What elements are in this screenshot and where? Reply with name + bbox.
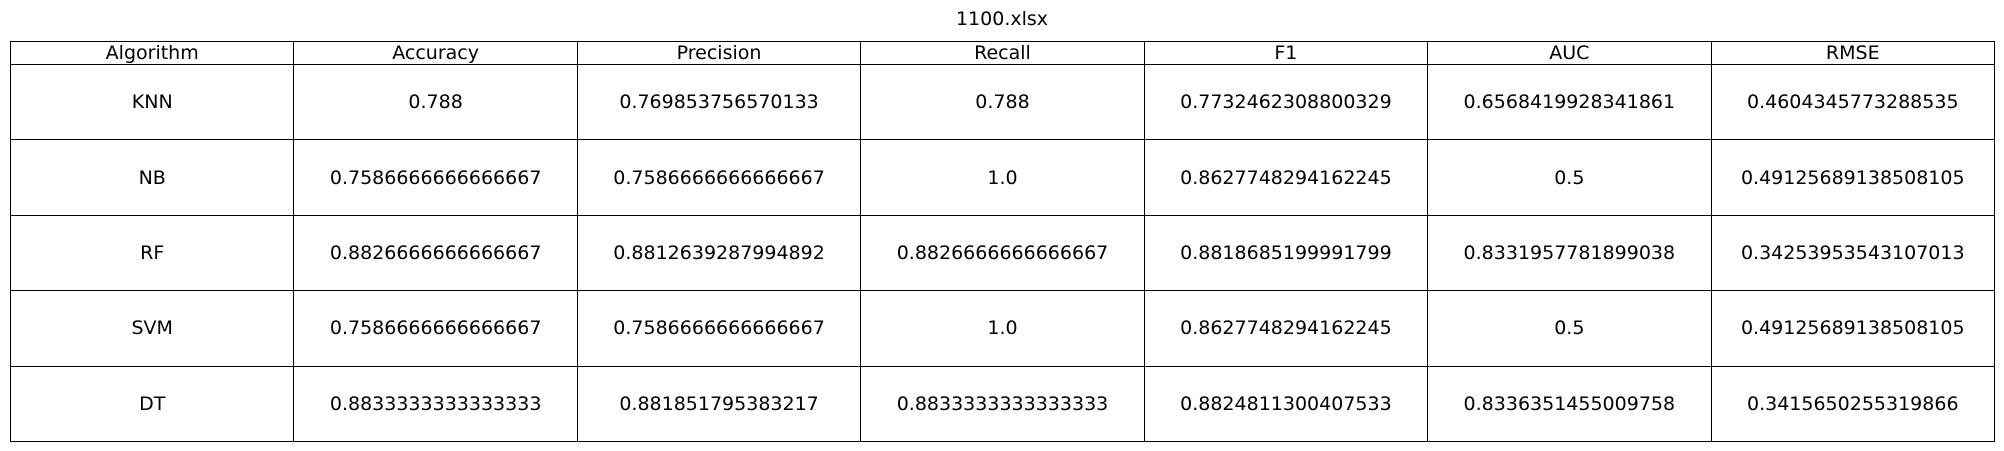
metric-cell-f1: 0.8818685199991799: [1143, 214, 1429, 292]
metric-cell-auc: 0.8331957781899038: [1427, 214, 1712, 292]
metric-cell-auc: 0.8336351455009758: [1427, 365, 1712, 443]
column-header-precision: Precision: [576, 41, 862, 65]
metric-cell-accuracy: 0.7586666666666667: [293, 139, 578, 216]
column-header-accuracy: Accuracy: [293, 41, 578, 65]
algorithm-cell: NB: [9, 139, 295, 216]
algorithm-cell: DT: [9, 365, 295, 443]
metric-cell-accuracy: 0.7586666666666667: [293, 290, 578, 367]
metric-cell-rmse: 0.49125689138508105: [1710, 139, 1996, 216]
metric-cell-rmse: 0.34253953543107013: [1710, 214, 1996, 292]
metric-cell-rmse: 0.49125689138508105: [1710, 290, 1996, 367]
results-table: Algorithm Accuracy Precision Recall F1 AUC RMS…: [9, 41, 1996, 443]
column-header-auc: AUC: [1427, 41, 1712, 65]
metric-cell-precision: 0.7586666666666667: [576, 139, 862, 216]
table-row: SVM 0.7586666666666667 0.7586666666666667 1…: [9, 290, 1996, 367]
metric-cell-auc: 0.5: [1427, 139, 1712, 216]
metric-cell-f1: 0.8627748294162245: [1143, 290, 1429, 367]
metric-cell-precision: 0.7586666666666667: [576, 290, 862, 367]
table-row: KNN 0.788 0.769853756570133 0.788 0.77324623…: [9, 63, 1996, 141]
table-row: NB 0.7586666666666667 0.7586666666666667 1.…: [9, 139, 1996, 216]
metric-cell-recall: 0.8833333333333333: [860, 365, 1145, 443]
algorithm-cell: RF: [9, 214, 295, 292]
table-body: KNN 0.788 0.769853756570133 0.788 0.77324623…: [9, 63, 1996, 443]
metric-cell-precision: 0.769853756570133: [576, 63, 862, 141]
metric-cell-recall: 0.8826666666666667: [860, 214, 1145, 292]
header-row: Algorithm Accuracy Precision Recall F1 AUC RMS…: [9, 41, 1996, 65]
metric-cell-auc: 0.6568419928341861: [1427, 63, 1712, 141]
algorithm-cell: KNN: [9, 63, 295, 141]
metric-cell-f1: 0.8824811300407533: [1143, 365, 1429, 443]
metric-cell-accuracy: 0.788: [293, 63, 578, 141]
metric-cell-recall: 1.0: [860, 290, 1145, 367]
column-header-rmse: RMSE: [1710, 41, 1996, 65]
metric-cell-recall: 1.0: [860, 139, 1145, 216]
metric-cell-accuracy: 0.8826666666666667: [293, 214, 578, 292]
table-row: DT 0.8833333333333333 0.881851795383217 0.8…: [9, 365, 1996, 443]
metric-cell-recall: 0.788: [860, 63, 1145, 141]
column-header-f1: F1: [1143, 41, 1429, 65]
metric-cell-auc: 0.5: [1427, 290, 1712, 367]
metric-cell-rmse: 0.3415650255319866: [1710, 365, 1996, 443]
column-header-recall: Recall: [860, 41, 1145, 65]
metric-cell-f1: 0.7732462308800329: [1143, 63, 1429, 141]
metric-cell-f1: 0.8627748294162245: [1143, 139, 1429, 216]
metric-cell-accuracy: 0.8833333333333333: [293, 365, 578, 443]
table-row: RF 0.8826666666666667 0.8812639287994892 0.…: [9, 214, 1996, 292]
column-header-algorithm: Algorithm: [9, 41, 295, 65]
metric-cell-rmse: 0.4604345773288535: [1710, 63, 1996, 141]
metric-cell-precision: 0.8812639287994892: [576, 214, 862, 292]
metric-cell-precision: 0.881851795383217: [576, 365, 862, 443]
chart-title: 1100.xlsx: [955, 8, 1049, 30]
algorithm-cell: SVM: [9, 290, 295, 367]
